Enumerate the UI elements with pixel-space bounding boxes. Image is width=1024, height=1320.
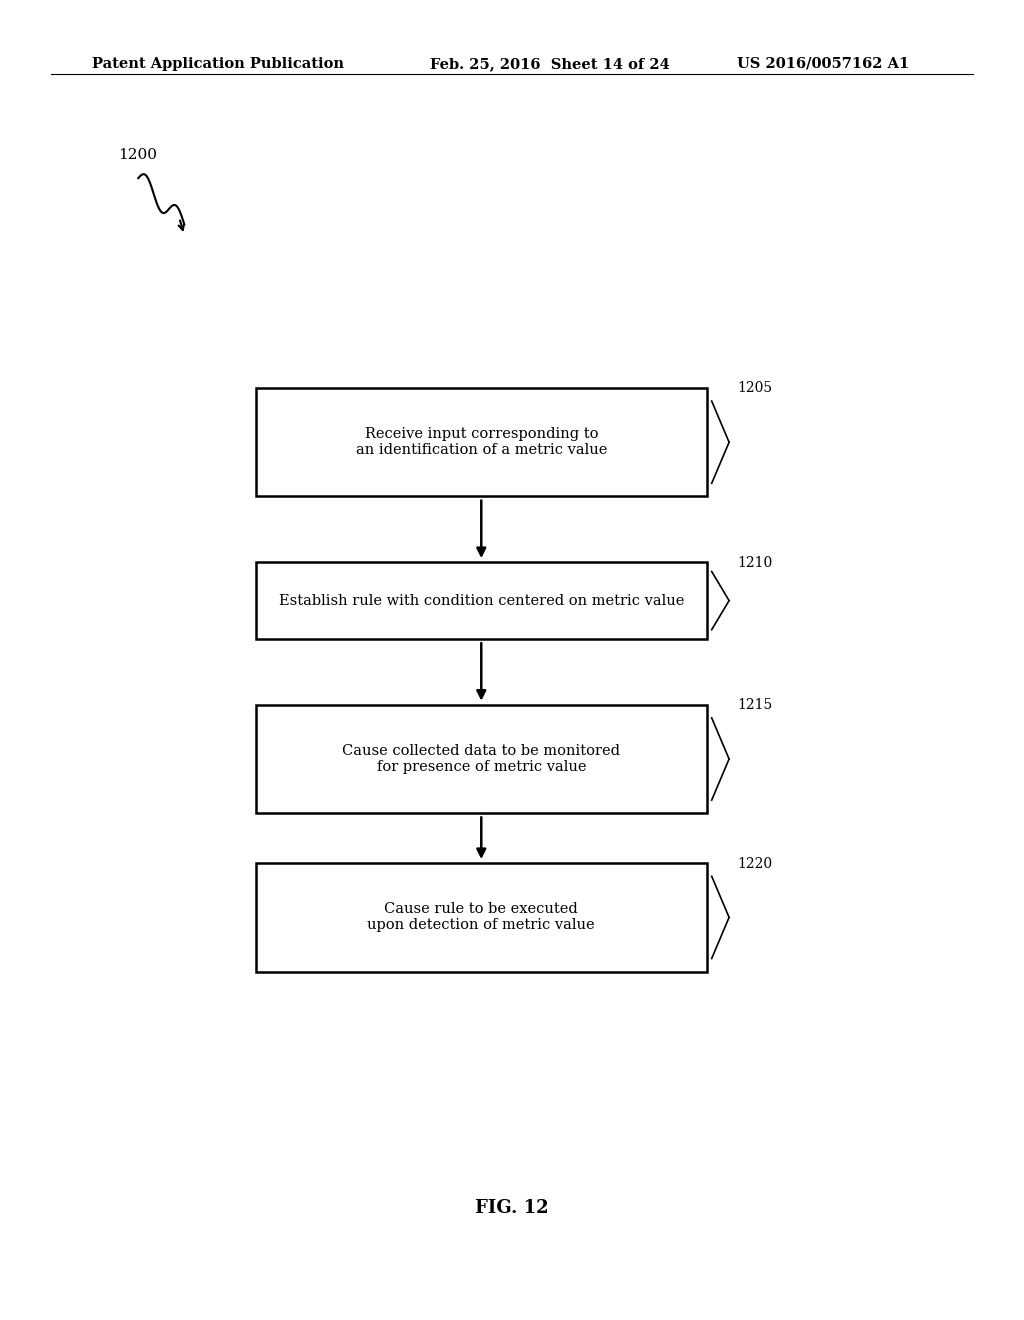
Text: 1205: 1205 xyxy=(737,381,772,396)
Text: Patent Application Publication: Patent Application Publication xyxy=(92,57,344,71)
Text: Establish rule with condition centered on metric value: Establish rule with condition centered o… xyxy=(279,594,684,607)
Text: Cause collected data to be monitored
for presence of metric value: Cause collected data to be monitored for… xyxy=(342,744,621,774)
Text: 1210: 1210 xyxy=(737,556,772,570)
Text: Cause rule to be executed
upon detection of metric value: Cause rule to be executed upon detection… xyxy=(368,903,595,932)
Text: US 2016/0057162 A1: US 2016/0057162 A1 xyxy=(737,57,909,71)
FancyBboxPatch shape xyxy=(256,388,707,496)
Text: Receive input corresponding to
an identification of a metric value: Receive input corresponding to an identi… xyxy=(355,428,607,457)
FancyBboxPatch shape xyxy=(256,863,707,972)
FancyBboxPatch shape xyxy=(256,705,707,813)
Text: Feb. 25, 2016  Sheet 14 of 24: Feb. 25, 2016 Sheet 14 of 24 xyxy=(430,57,670,71)
Text: 1220: 1220 xyxy=(737,857,772,871)
FancyBboxPatch shape xyxy=(256,562,707,639)
Text: 1200: 1200 xyxy=(118,148,157,162)
Text: FIG. 12: FIG. 12 xyxy=(475,1199,549,1217)
Text: 1215: 1215 xyxy=(737,698,772,713)
